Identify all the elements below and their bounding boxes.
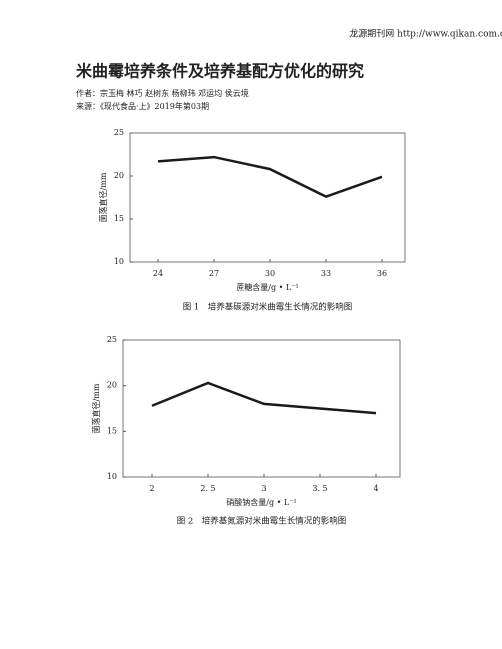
plot-frame bbox=[122, 339, 401, 478]
source: 来源：《现代食品·上》2019年第03期 bbox=[76, 101, 209, 111]
figure-caption: 图 1 培养基碳源对米曲霉生长情况的影响图 bbox=[183, 302, 353, 313]
title: 米曲霉培养条件及培养基配方优化的研究 bbox=[76, 62, 364, 81]
y-tick-label: 15 bbox=[114, 214, 124, 223]
y-tick-label: 10 bbox=[114, 257, 124, 266]
x-tick-label: 24 bbox=[153, 269, 163, 278]
x-tick-label: 30 bbox=[265, 269, 275, 278]
y-tick-label: 25 bbox=[107, 335, 117, 344]
x-tick-label: 4 bbox=[373, 484, 378, 493]
data-line bbox=[157, 155, 383, 198]
plot-frame bbox=[129, 132, 406, 263]
figure-caption: 图 2 培养基氮源对米曲霉生长情况的影响图 bbox=[177, 516, 347, 527]
x-tick-label: 36 bbox=[377, 269, 387, 278]
x-tick-label: 2. 5 bbox=[200, 484, 215, 493]
x-axis-label: 蔗糖含量/g • L⁻¹ bbox=[236, 282, 298, 292]
authors: 作者：宗玉梅 林巧 赵树东 杨柳玮 邓运均 侯云境 bbox=[76, 88, 249, 98]
x-tick-label: 3 bbox=[261, 484, 266, 493]
x-tick-label: 3. 5 bbox=[312, 484, 327, 493]
y-tick-label: 20 bbox=[114, 171, 124, 180]
site-header: 龙源期刊网 http://www.qikan.com.cn bbox=[349, 28, 502, 40]
y-tick-label: 10 bbox=[107, 472, 117, 481]
x-axis-label: 硝酸钠含量/g • L⁻¹ bbox=[226, 497, 296, 507]
x-tick-label: 2 bbox=[149, 484, 154, 493]
y-tick-label: 25 bbox=[114, 128, 124, 137]
x-tick-label: 33 bbox=[321, 269, 331, 278]
y-axis-label: 菌落直径/mm bbox=[91, 383, 101, 433]
data-line bbox=[151, 381, 377, 415]
y-tick-label: 15 bbox=[107, 426, 117, 435]
y-axis-label: 菌落直径/mm bbox=[98, 172, 108, 222]
y-tick-label: 20 bbox=[107, 381, 117, 390]
x-tick-label: 27 bbox=[209, 269, 219, 278]
